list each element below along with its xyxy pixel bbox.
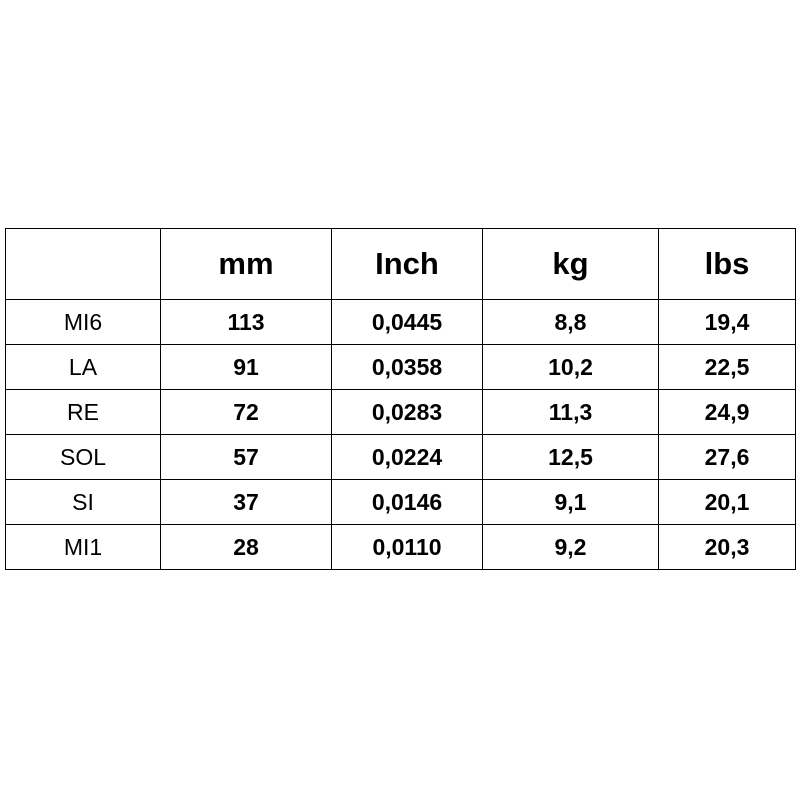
data-table: mm Inch kg lbs MI6 113 0,0445 8,8 19,4 LA 91 0,035… [5, 228, 796, 570]
table-cell: 11,3 [482, 389, 659, 435]
table-cell: 20,3 [658, 524, 796, 570]
table-cell: 9,1 [482, 479, 659, 525]
table-cell: 9,2 [482, 524, 659, 570]
header-row: mm Inch kg lbs [5, 228, 796, 300]
column-header: kg [482, 228, 659, 300]
table-cell: 0,0283 [331, 389, 483, 435]
table-cell: 0,0358 [331, 344, 483, 390]
table-cell: 22,5 [658, 344, 796, 390]
table-cell: 0,0146 [331, 479, 483, 525]
table-cell: 91 [160, 344, 332, 390]
table-row: SI 37 0,0146 9,1 20,1 [5, 479, 796, 525]
row-label: RE [5, 389, 161, 435]
row-label: MI1 [5, 524, 161, 570]
table-cell: 0,0224 [331, 434, 483, 480]
table-cell: 37 [160, 479, 332, 525]
table-cell: 19,4 [658, 299, 796, 345]
table-cell: 113 [160, 299, 332, 345]
table-cell: 72 [160, 389, 332, 435]
row-label: LA [5, 344, 161, 390]
table-cell: 8,8 [482, 299, 659, 345]
table-row: MI6 113 0,0445 8,8 19,4 [5, 299, 796, 345]
table-row: LA 91 0,0358 10,2 22,5 [5, 344, 796, 390]
row-label: SI [5, 479, 161, 525]
table-cell: 10,2 [482, 344, 659, 390]
table-cell: 27,6 [658, 434, 796, 480]
column-header: lbs [658, 228, 796, 300]
column-header: Inch [331, 228, 483, 300]
table-row: MI1 28 0,0110 9,2 20,3 [5, 524, 796, 570]
row-label: SOL [5, 434, 161, 480]
table-cell: 24,9 [658, 389, 796, 435]
row-label: MI6 [5, 299, 161, 345]
table-row: RE 72 0,0283 11,3 24,9 [5, 389, 796, 435]
table-cell: 12,5 [482, 434, 659, 480]
table-row: SOL 57 0,0224 12,5 27,6 [5, 434, 796, 480]
table-cell: 0,0445 [331, 299, 483, 345]
column-header: mm [160, 228, 332, 300]
table-cell: 0,0110 [331, 524, 483, 570]
table-cell: 28 [160, 524, 332, 570]
corner-cell [5, 228, 161, 300]
table-cell: 20,1 [658, 479, 796, 525]
table-cell: 57 [160, 434, 332, 480]
